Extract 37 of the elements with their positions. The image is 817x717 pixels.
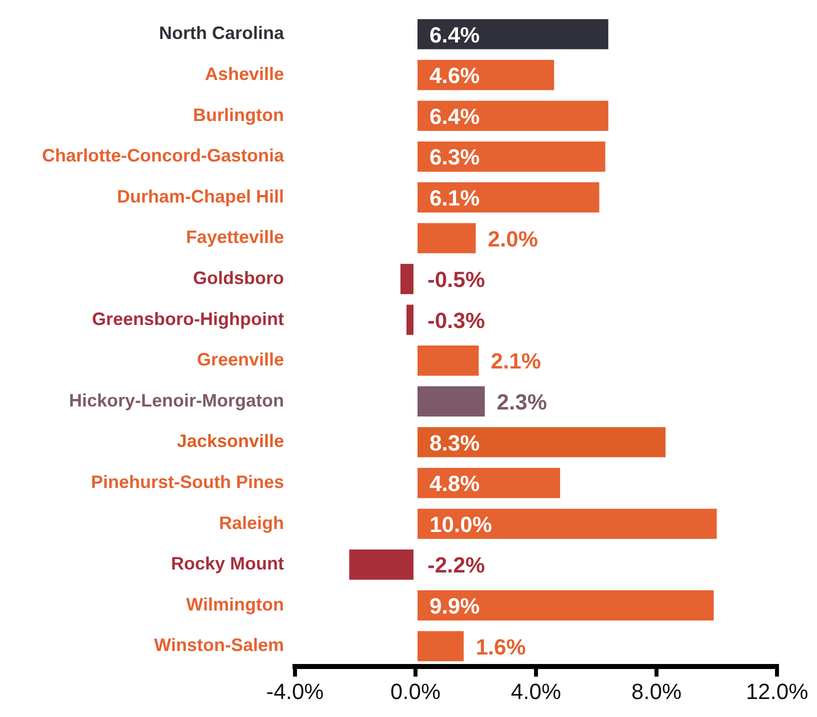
data-label: 6.4% [430,104,480,129]
x-tick-label: -4.0% [266,678,324,704]
data-label: 10.0% [430,512,492,537]
data-label: 8.3% [430,430,480,456]
y-tick-label: North Carolina [158,23,285,44]
y-tick-label: Pinehurst-South Pines [90,472,284,492]
data-label: 2.1% [490,348,541,374]
y-tick-label: Raleigh [218,512,284,533]
data-label: 4.8% [430,471,480,496]
y-tick-label: Charlotte-Concord-Gastonia [42,146,285,166]
data-label: 4.6% [430,63,480,88]
x-tick-label: 0.0% [390,678,441,704]
data-label: 9.9% [430,593,480,618]
data-label: -2.2% [428,552,485,578]
x-tick-label: 4.0% [510,678,562,704]
y-tick-label: Greenville [196,350,284,370]
y-tick-label: Fayetteville [186,227,284,248]
data-label: 6.4% [430,22,480,48]
data-label: 2.3% [496,389,547,414]
data-label: -0.3% [428,308,485,333]
data-label: 1.6% [476,634,526,660]
y-tick-label: Rocky Mount [170,554,284,574]
data-label: -0.5% [428,267,485,292]
y-tick-label: Burlington [193,104,284,125]
x-tick-label: 12.0% [746,678,808,704]
y-tick-label: Goldsboro [193,268,284,288]
y-tick-label: Hickory-Lenoir-Morgaton [68,390,284,410]
x-tick-label: 8.0% [631,678,682,704]
data-label: 2.0% [488,226,538,252]
data-label: 6.1% [430,185,480,210]
y-tick-label: Wilmington [186,594,284,614]
y-tick-label: Greensboro-Highpoint [92,308,284,329]
y-tick-label: Durham-Chapel Hill [116,186,284,206]
data-label: 6.3% [430,144,480,170]
y-tick-label: Winston-Salem [154,635,284,656]
y-tick-label: Asheville [204,64,284,84]
y-tick-label: Jacksonville [176,431,284,452]
